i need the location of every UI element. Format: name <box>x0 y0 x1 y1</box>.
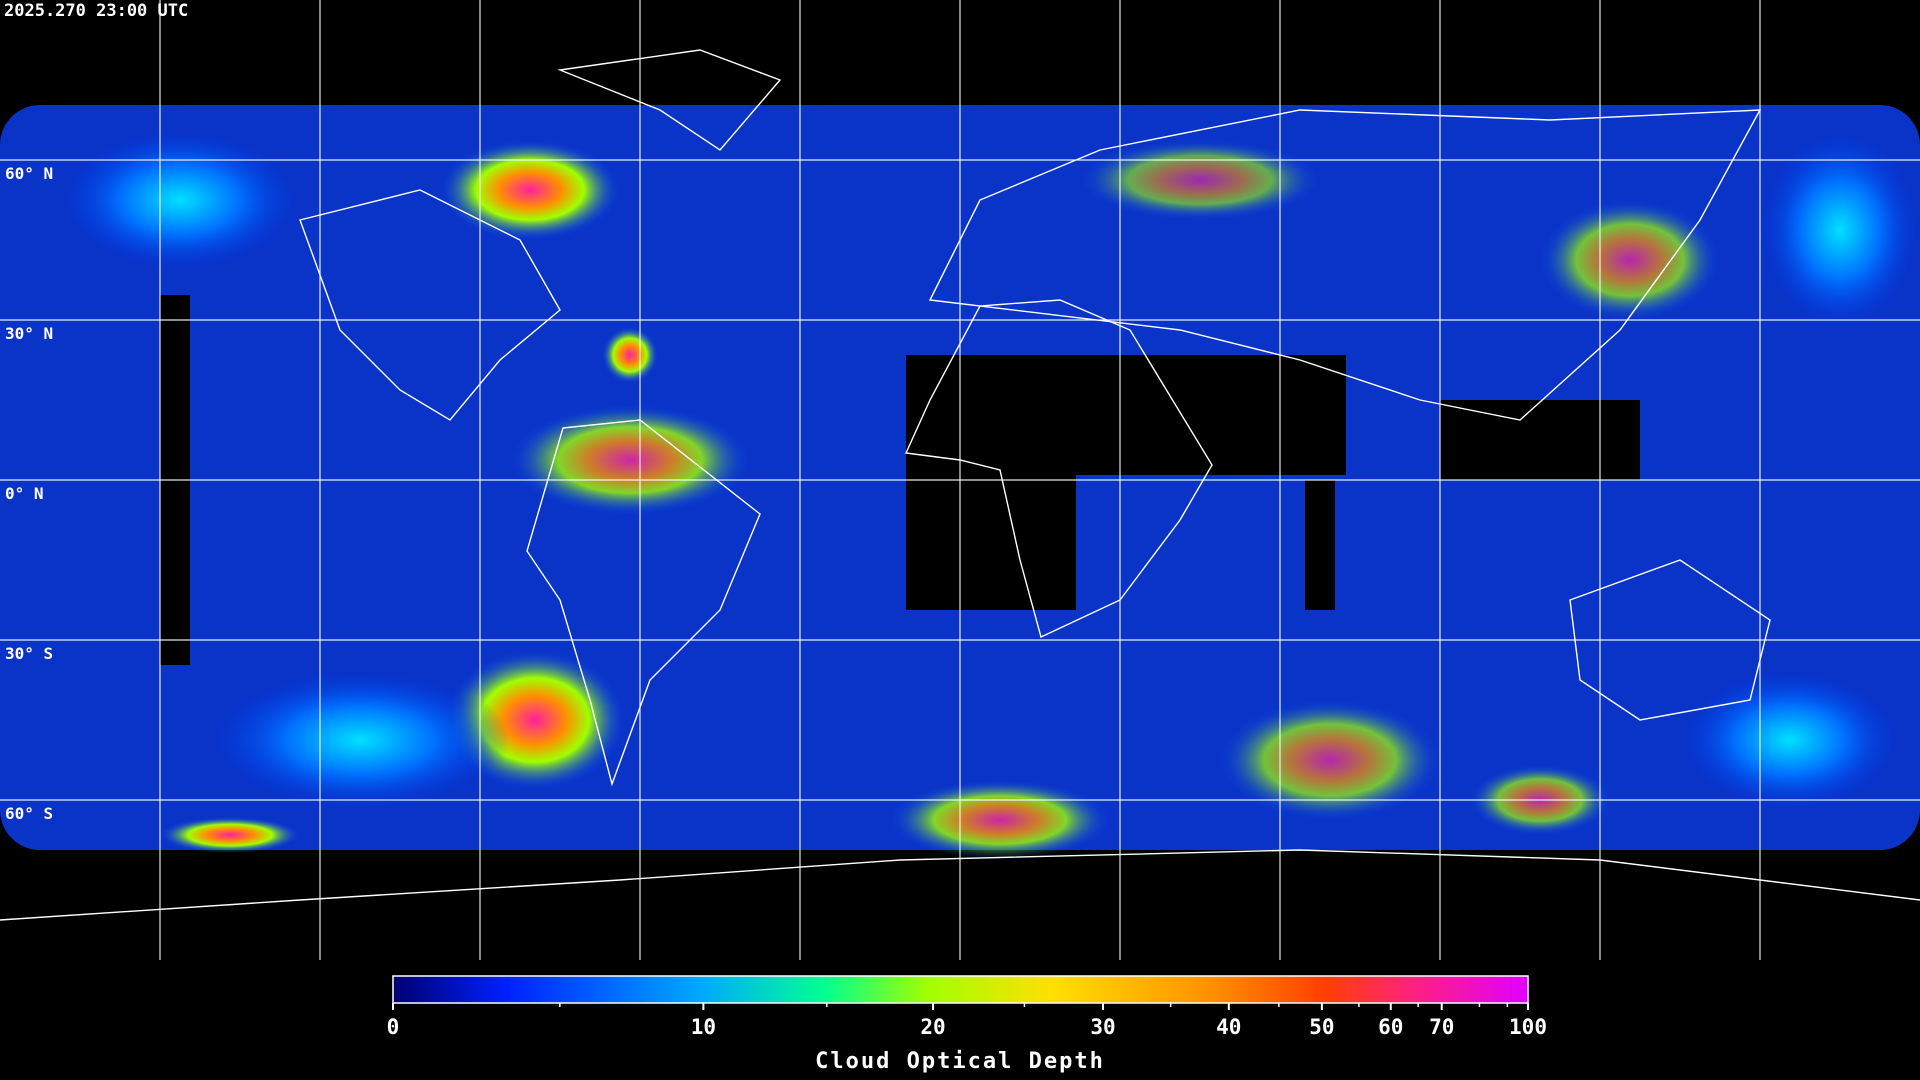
colorbar-tick-label: 40 <box>1216 1015 1241 1039</box>
cloud-swirl <box>1540 200 1720 320</box>
colorbar-tick-label: 20 <box>920 1015 945 1039</box>
graticule: 60° N 30° N 0° N 30° S 60° S <box>0 0 1920 960</box>
coastline <box>557 49 782 151</box>
cloud-swirl <box>210 670 510 810</box>
latitude-label: 60° N <box>5 164 53 183</box>
cloud-swirl <box>60 130 300 270</box>
colorbar-tick-label: 0 <box>387 1015 400 1039</box>
coastline <box>526 419 761 787</box>
cloud-band <box>1080 140 1320 220</box>
colorbar-tick-label: 70 <box>1429 1015 1454 1039</box>
cloud-band <box>1220 700 1440 820</box>
latitude-label: 30° N <box>5 324 53 343</box>
hurricane <box>602 327 658 383</box>
cloud-swirl <box>1680 670 1900 810</box>
latitude-label: 30° S <box>5 644 53 663</box>
cloud-band <box>510 405 750 515</box>
cloud-swirl <box>1760 130 1920 330</box>
colorbar-ticks: 0 10 20 30 40 50 60 70 100 <box>387 1003 1547 1039</box>
data-gap <box>906 355 1076 610</box>
latitude-label: 0° N <box>5 484 44 503</box>
data-gap <box>1440 400 1640 480</box>
colorbar-tick-label: 30 <box>1090 1015 1115 1039</box>
colorbar-tick-label: 100 <box>1509 1015 1547 1039</box>
coastline <box>928 109 1762 421</box>
cloud-band <box>160 817 300 853</box>
data-gap <box>1076 355 1346 475</box>
colorbar <box>392 975 1529 1004</box>
coastline <box>299 189 561 421</box>
colorbar-label: Cloud Optical Depth <box>815 1049 1105 1074</box>
colorbar-tick-label: 50 <box>1309 1015 1334 1039</box>
latitude-label: 60° S <box>5 804 53 823</box>
timestamp: 2025.270 23:00 UTC <box>4 1 188 21</box>
colorbar-tick-label: 10 <box>691 1015 716 1039</box>
colorbar-tick-label: 60 <box>1378 1015 1403 1039</box>
cloud-band <box>890 780 1110 860</box>
coastline <box>1569 559 1771 721</box>
cloud-swirl <box>440 140 620 240</box>
data-gap <box>1305 480 1335 610</box>
